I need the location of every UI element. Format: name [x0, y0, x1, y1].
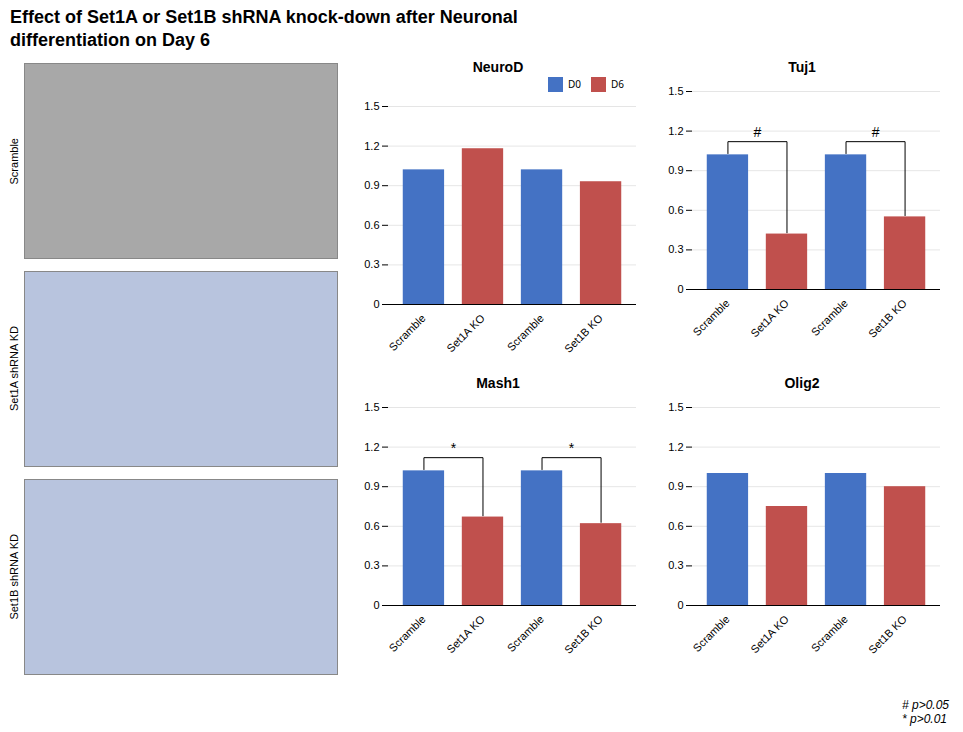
- svg-text:Set1B KO: Set1B KO: [866, 296, 909, 339]
- svg-text:0.9: 0.9: [668, 481, 683, 493]
- svg-text:Scramble: Scramble: [505, 312, 546, 353]
- html-text:Mash1: Mash1: [476, 375, 520, 392]
- svg-text:Scramble: Scramble: [690, 297, 731, 338]
- svg-text:0: 0: [677, 283, 683, 295]
- svg-text:Set1B KO: Set1B KO: [562, 311, 605, 354]
- svg-text:0: 0: [373, 599, 379, 611]
- svg-text:0: 0: [677, 599, 683, 611]
- svg-text:0.6: 0.6: [364, 219, 379, 231]
- html-text:Effect of Set1A or Set1B shRNA: Effect of Set1A or Set1B shRNA knock-dow…: [10, 7, 518, 51]
- svg-text:Set1A KO: Set1A KO: [444, 613, 487, 656]
- svg-text:0.3: 0.3: [364, 258, 379, 270]
- svg-text:#: #: [754, 124, 762, 140]
- svg-text:1.5: 1.5: [668, 401, 683, 413]
- svg-text:Set1A KO: Set1A KO: [748, 613, 791, 656]
- svg-text:1.2: 1.2: [668, 441, 683, 453]
- svg-text:1.5: 1.5: [364, 401, 379, 413]
- html-text:D6: D6: [611, 77, 624, 92]
- svg-text:1.5: 1.5: [364, 100, 379, 112]
- html-text:Set1A shRNA KD: Set1A shRNA KD: [8, 326, 20, 412]
- svg-text:Set1B KO: Set1B KO: [866, 613, 909, 656]
- svg-text:0.9: 0.9: [364, 179, 379, 191]
- html-text:Olig2: Olig2: [784, 375, 820, 392]
- svg-text:0.9: 0.9: [668, 164, 683, 176]
- svg-text:Scramble: Scramble: [386, 312, 427, 353]
- svg-text:1.2: 1.2: [364, 139, 379, 151]
- svg-text:0: 0: [373, 298, 379, 310]
- html-text:Set1B shRNA KD: Set1B shRNA KD: [8, 534, 20, 620]
- svg-text:Scramble: Scramble: [809, 297, 850, 338]
- svg-text:1.2: 1.2: [364, 441, 379, 453]
- svg-text:Scramble: Scramble: [809, 613, 850, 654]
- svg-text:*: *: [569, 440, 575, 456]
- svg-text:0.6: 0.6: [668, 204, 683, 216]
- svg-text:0.6: 0.6: [668, 520, 683, 532]
- svg-text:0.3: 0.3: [668, 243, 683, 255]
- svg-text:#: #: [872, 124, 880, 140]
- svg-text:Set1B KO: Set1B KO: [562, 613, 605, 656]
- svg-text:*: *: [451, 440, 457, 456]
- html-text:Tuj1: Tuj1: [788, 58, 816, 75]
- svg-text:Set1A KO: Set1A KO: [444, 311, 487, 354]
- svg-text:Scramble: Scramble: [690, 613, 731, 654]
- svg-text:0.3: 0.3: [668, 560, 683, 572]
- svg-text:Scramble: Scramble: [386, 613, 427, 654]
- html-text:# p>0.05: # p>0.05: [902, 698, 949, 712]
- svg-text:0.3: 0.3: [364, 560, 379, 572]
- svg-text:Set1A KO: Set1A KO: [748, 296, 791, 339]
- html-text:NeuroD: NeuroD: [472, 58, 524, 75]
- html-text:D0: D0: [567, 77, 581, 92]
- svg-text:1.2: 1.2: [668, 124, 683, 136]
- html-text:Scramble: Scramble: [8, 137, 20, 184]
- html-text:* p>0.01: * p>0.01: [902, 712, 947, 726]
- svg-text:0.9: 0.9: [364, 481, 379, 493]
- svg-text:1.5: 1.5: [668, 85, 683, 97]
- svg-text:0.6: 0.6: [364, 520, 379, 532]
- svg-text:Scramble: Scramble: [505, 613, 546, 654]
